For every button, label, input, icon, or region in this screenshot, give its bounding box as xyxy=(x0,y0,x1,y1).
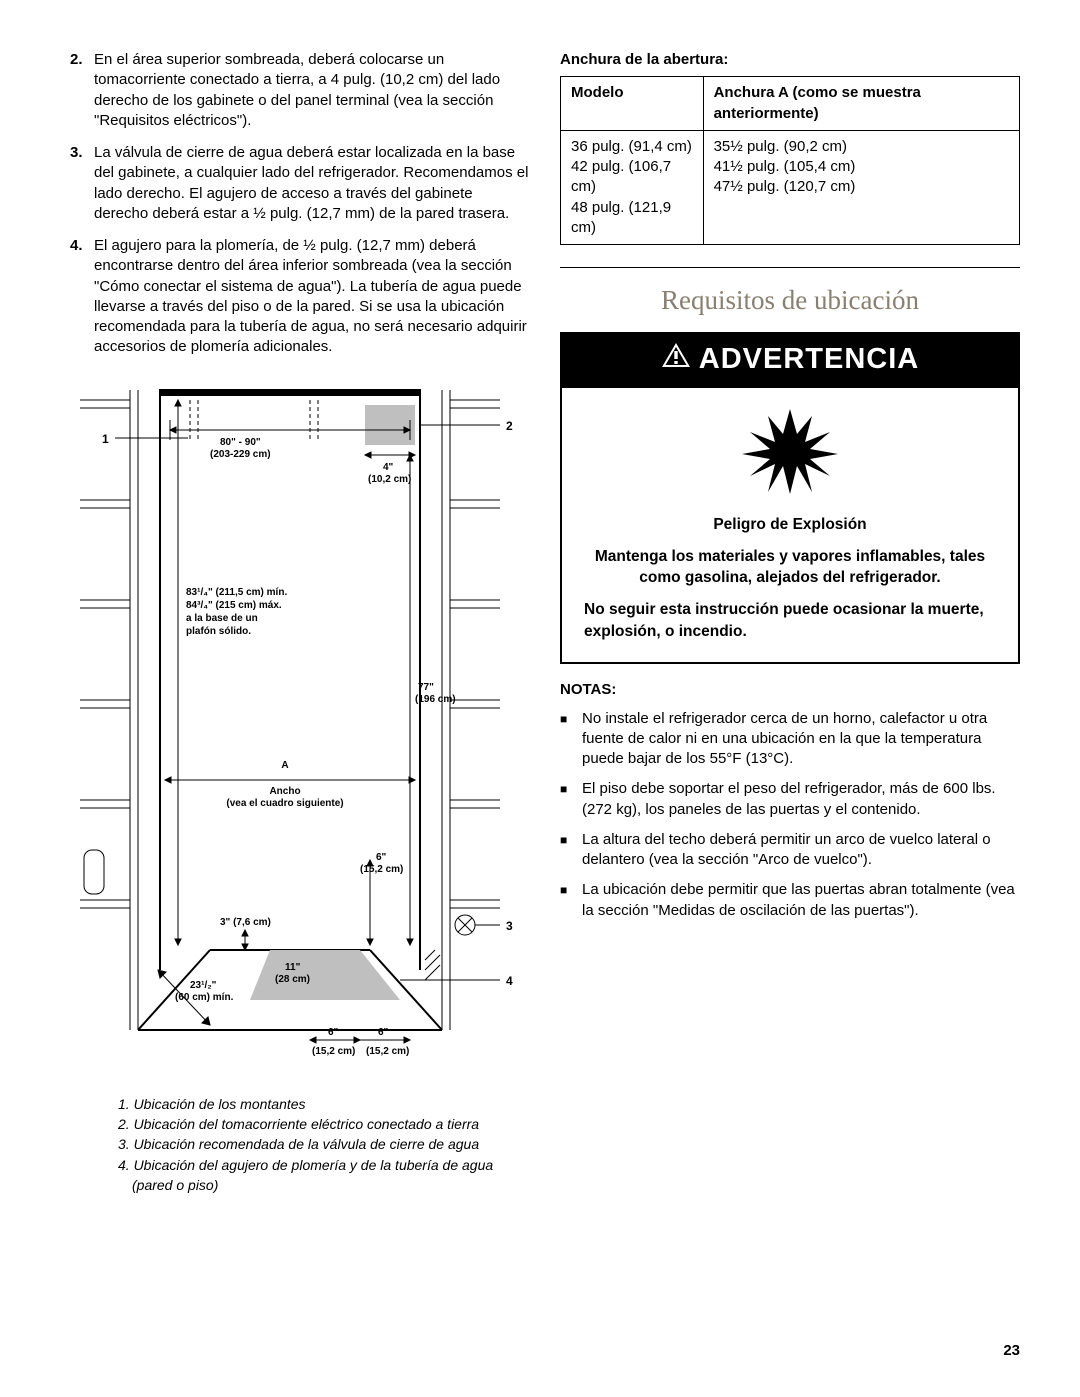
label-hmax: 84³/₄" (215 cm) máx. xyxy=(186,600,282,611)
label-top-range: 80" - 90" xyxy=(220,437,261,448)
right-column: Anchura de la abertura: Modelo Anchura A… xyxy=(560,50,1020,1195)
item-text: El agujero para la plomería, de ½ pulg. … xyxy=(94,236,530,358)
table-cell: 35½ pulg. (90,2 cm) 41½ pulg. (105,4 cm)… xyxy=(703,130,1019,244)
width-table: Modelo Anchura A (como se muestra anteri… xyxy=(560,76,1020,245)
explosion-icon xyxy=(562,388,1018,510)
callout-3: 3 xyxy=(506,919,513,933)
label-ancho: Ancho xyxy=(269,786,300,797)
notes-list: No instale el refrigerador cerca de un h… xyxy=(560,709,1020,921)
label-hnote2: plafón sólido. xyxy=(186,626,251,637)
warning-triangle-icon xyxy=(661,340,691,379)
notes-heading: NOTAS: xyxy=(560,680,1020,700)
table-row: 36 pulg. (91,4 cm) 42 pulg. (106,7 cm) 4… xyxy=(561,130,1020,244)
label-6b-cm: (15,2 cm) xyxy=(366,1046,409,1057)
legend-item: 2. Ubicación del tomacorriente eléctrico… xyxy=(118,1114,530,1134)
note-item: La ubicación debe permitir que las puert… xyxy=(560,880,1020,921)
installation-diagram: 4" (10,2 cm) 1 2 80" - 90" (203-229 cm) xyxy=(70,370,530,1076)
legend-item: 1. Ubicación de los montantes xyxy=(118,1094,530,1114)
note-item: El piso debe soportar el peso del refrig… xyxy=(560,779,1020,820)
section-heading: Requisitos de ubicación xyxy=(560,282,1020,318)
legend-item: 3. Ubicación recomendada de la válvula d… xyxy=(118,1134,530,1154)
item-text: En el área superior sombreada, deberá co… xyxy=(94,50,530,131)
note-item: No instale el refrigerador cerca de un h… xyxy=(560,709,1020,770)
label-hmin: 83¹/₄" (211,5 cm) mín. xyxy=(186,587,287,598)
table-header: Anchura A (como se muestra anteriormente… xyxy=(703,77,1019,131)
diagram-legend: 1. Ubicación de los montantes 2. Ubicaci… xyxy=(70,1094,530,1195)
legend-item: 4. Ubicación del agujero de plomería y d… xyxy=(132,1155,530,1196)
label-A: A xyxy=(281,760,288,771)
label-4in: 4" xyxy=(383,462,394,473)
instruction-item: 3. La válvula de cierre de agua deberá e… xyxy=(70,143,530,224)
label-4in-cm: (10,2 cm) xyxy=(368,474,411,485)
page-number: 23 xyxy=(1003,1341,1020,1361)
label-6a: 6" xyxy=(328,1027,339,1038)
label-6a-cm: (15,2 cm) xyxy=(312,1046,355,1057)
label-top-range-cm: (203-229 cm) xyxy=(210,449,271,460)
left-column: 2. En el área superior sombreada, deberá… xyxy=(70,50,530,1195)
warning-title: Peligro de Explosión xyxy=(584,514,996,536)
label-77cm: (196 cm) xyxy=(415,694,456,705)
callout-4: 4 xyxy=(506,974,513,988)
warning-header: ADVERTENCIA xyxy=(562,334,1018,387)
label-6b: 6" xyxy=(378,1027,389,1038)
instruction-item: 2. En el área superior sombreada, deberá… xyxy=(70,50,530,131)
table-header: Modelo xyxy=(561,77,704,131)
table-header-row: Modelo Anchura A (como se muestra anteri… xyxy=(561,77,1020,131)
label-77: 77" xyxy=(418,682,434,693)
item-number: 3. xyxy=(70,143,94,224)
note-item: La altura del techo deberá permitir un a… xyxy=(560,830,1020,871)
table-cell: 36 pulg. (91,4 cm) 42 pulg. (106,7 cm) 4… xyxy=(561,130,704,244)
label-ancho-note: (vea el cuadro siguiente) xyxy=(226,798,343,809)
item-number: 4. xyxy=(70,236,94,358)
label-6in: 6" xyxy=(376,852,387,863)
callout-1: 1 xyxy=(102,432,109,446)
label-6in-cm: (15,2 cm) xyxy=(360,864,403,875)
divider xyxy=(560,267,1020,268)
warning-header-text: ADVERTENCIA xyxy=(699,340,919,379)
warning-p1: Mantenga los materiales y vapores inflam… xyxy=(584,546,996,589)
instruction-list: 2. En el área superior sombreada, deberá… xyxy=(70,50,530,358)
label-hnote1: a la base de un xyxy=(186,613,258,624)
item-number: 2. xyxy=(70,50,94,131)
label-11: 11" xyxy=(285,962,301,973)
label-3in: 3" (7,6 cm) xyxy=(220,917,271,928)
warning-box: ADVERTENCIA Peligro de Explosión Manteng… xyxy=(560,332,1020,664)
callout-2: 2 xyxy=(506,419,513,433)
label-depth: 23¹/₂" xyxy=(190,980,217,991)
warning-body: Peligro de Explosión Mantenga los materi… xyxy=(562,510,1018,662)
item-text: La válvula de cierre de agua deberá esta… xyxy=(94,143,530,224)
instruction-item: 4. El agujero para la plomería, de ½ pul… xyxy=(70,236,530,358)
label-11cm: (28 cm) xyxy=(275,974,310,985)
table-title: Anchura de la abertura: xyxy=(560,50,1020,70)
label-depth-cm: (60 cm) mín. xyxy=(175,992,234,1003)
warning-p2: No seguir esta instrucción puede ocasion… xyxy=(584,599,996,642)
